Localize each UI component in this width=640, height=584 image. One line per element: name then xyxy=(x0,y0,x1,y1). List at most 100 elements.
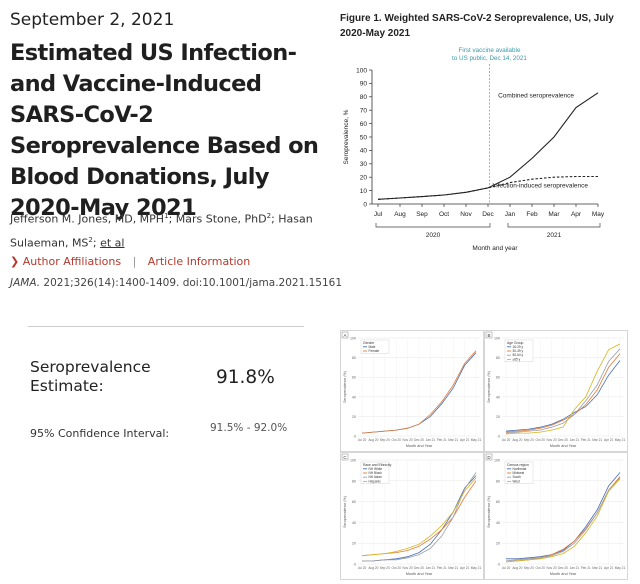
vaccine-annotation: First vaccine available xyxy=(459,47,521,54)
x-tick-label: Jan 21 xyxy=(426,566,436,570)
x-tick-label: Dec 20 xyxy=(414,438,424,442)
panel-letter-box xyxy=(485,331,493,339)
legend-item: NH White xyxy=(369,467,383,471)
legend-box xyxy=(360,461,390,484)
legend-title: Gender xyxy=(363,341,375,345)
x-tick-label: Sep xyxy=(416,211,428,218)
author-separator: ; xyxy=(92,236,101,250)
panel-b-chart: B 0 20 40 60 80 100 Jul 20 Aug 20 Sep 20 Oct 20 Nov… xyxy=(484,330,628,452)
legend-item: 16-29 y xyxy=(513,345,524,349)
series-line xyxy=(361,350,477,434)
seroprevalence-line-chart: 0 10 20 30 40 50 60 70 80 90 100 Jul Aug Sep Oct Nov Dec… xyxy=(343,47,605,252)
x-tick-label: Apr 21 xyxy=(604,566,614,570)
x-tick-label: Feb xyxy=(526,211,538,218)
x-tick-label: Jul 20 xyxy=(358,566,367,570)
series-line xyxy=(361,477,477,557)
x-axis-title: Month and Year xyxy=(550,444,577,448)
y-tick-label: 80 xyxy=(360,94,368,101)
y-axis-title: Seroprevalence (%) xyxy=(487,371,491,403)
chevron-right-icon: ❯ xyxy=(10,255,20,268)
y-tick-label: 40 xyxy=(352,395,356,399)
x-tick-label: Nov xyxy=(460,211,472,218)
series-line xyxy=(506,472,621,560)
ci-label: 95% Confidence Interval: xyxy=(30,427,170,440)
x-axis-title: Month and year xyxy=(472,245,518,252)
x-tick-label: Aug 20 xyxy=(512,438,522,442)
x-tick-label: May 21 xyxy=(471,566,482,570)
x-tick-label: Jan 21 xyxy=(426,438,436,442)
x-axis-title: Month and Year xyxy=(406,444,433,448)
author-affil-mark: 1 xyxy=(164,212,169,220)
divider xyxy=(28,326,304,327)
seroprevalence-value: 91.8% xyxy=(216,367,275,388)
x-tick-label: Nov 20 xyxy=(403,566,413,570)
y-tick-label: 20 xyxy=(496,542,500,546)
x-tick-label: Aug 20 xyxy=(512,566,522,570)
y-tick-label: 40 xyxy=(496,395,500,399)
author-affiliations-link[interactable]: Author Affiliations xyxy=(22,255,122,268)
x-tick-label: May 21 xyxy=(615,438,626,442)
ci-value: 91.5% - 92.0% xyxy=(210,422,288,434)
y-tick-label: 60 xyxy=(360,121,368,128)
x-tick-label: Mar 21 xyxy=(592,438,602,442)
y-tick-label: 60 xyxy=(496,500,500,504)
x-tick-label: May 21 xyxy=(615,566,626,570)
y-tick-label: 70 xyxy=(360,108,368,115)
y-tick-label: 50 xyxy=(360,134,368,141)
x-tick-label: Nov 20 xyxy=(547,566,557,570)
legend-title: Age Group xyxy=(507,341,524,345)
y-tick-label: 40 xyxy=(360,148,368,155)
y-axis-title: Seroprevalence (%) xyxy=(343,496,347,528)
y-tick-label: 0 xyxy=(354,563,356,567)
citation-ref: 2021;326(14):1400-1409. doi:10.1001/jama… xyxy=(40,277,343,289)
article-information-link[interactable]: Article Information xyxy=(147,255,251,268)
x-tick-label: Nov 20 xyxy=(403,438,413,442)
x-tick-label: Jul 20 xyxy=(358,438,367,442)
legend-item: 50-64 y xyxy=(513,353,524,357)
x-tick-label: Nov 20 xyxy=(547,438,557,442)
panel-letter-box xyxy=(341,453,349,461)
y-tick-label: 40 xyxy=(352,521,356,525)
panel-letter: A xyxy=(343,333,346,338)
series-line xyxy=(505,360,621,432)
y-tick-label: 60 xyxy=(352,376,356,380)
series-line xyxy=(505,343,621,435)
x-tick-label: Jan 21 xyxy=(570,438,580,442)
year-bracket xyxy=(375,223,491,228)
x-tick-label: Sep 20 xyxy=(524,438,534,442)
x-tick-label: Jul 20 xyxy=(502,438,511,442)
panel-letter-box xyxy=(341,331,349,339)
legend-item: Midwest xyxy=(513,471,525,475)
x-tick-label: Oct xyxy=(439,211,449,218)
author-name: Jefferson M. Jones, MD, MPH xyxy=(10,212,165,226)
et-al-link[interactable]: et al xyxy=(100,236,125,250)
panel-letter-box xyxy=(485,453,493,461)
panel-letter: D xyxy=(487,455,491,460)
x-tick-label: Dec 20 xyxy=(414,566,424,570)
y-tick-label: 100 xyxy=(494,459,500,463)
article-title: Estimated US Infection- and Vaccine-Indu… xyxy=(10,40,319,221)
y-tick-label: 0 xyxy=(498,563,500,567)
y-tick-label: 20 xyxy=(360,175,368,182)
x-axis-title: Month and Year xyxy=(406,572,433,576)
y-axis-title: Seroprevalence, % xyxy=(343,109,350,164)
x-tick-label: Jul xyxy=(374,211,383,218)
legend-item: 30-49 y xyxy=(513,349,524,353)
year-bracket xyxy=(507,223,601,228)
infection-series-line xyxy=(377,175,598,200)
article-date: September 2, 2021 xyxy=(10,10,175,30)
legend-item: NH Black xyxy=(369,471,383,475)
y-axis-title: Seroprevalence (%) xyxy=(343,371,347,403)
y-tick-label: 90 xyxy=(360,81,368,88)
legend-item: Hispanic xyxy=(369,479,382,483)
y-tick-label: 0 xyxy=(363,201,367,208)
y-tick-label: 20 xyxy=(352,542,356,546)
series-line xyxy=(505,353,621,433)
link-divider: | xyxy=(132,255,137,268)
panel-letter: B xyxy=(487,333,490,338)
x-tick-label: Feb 21 xyxy=(581,566,591,570)
y-tick-label: 60 xyxy=(496,376,500,380)
x-tick-label: Oct 20 xyxy=(392,566,402,570)
panel-d-chart: D 0 20 40 60 80 100 Jul 20 Aug 20 Sep 20 Oct 20 Nov… xyxy=(484,452,628,580)
y-tick-label: 100 xyxy=(350,337,356,341)
